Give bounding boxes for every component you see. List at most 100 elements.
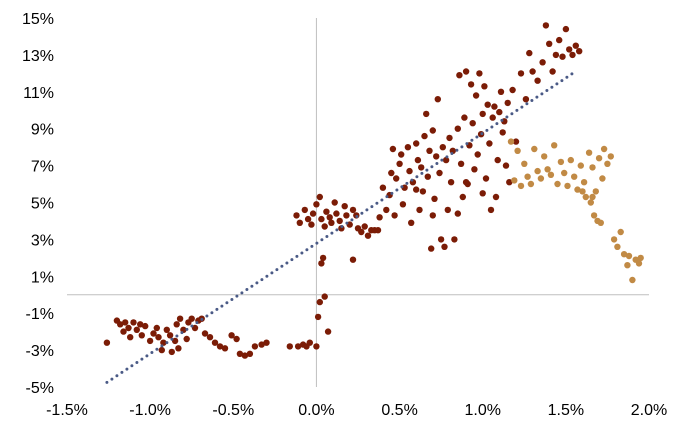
- data-point-series-2: [580, 179, 588, 186]
- data-point-series-1: [509, 86, 516, 94]
- data-point-series-1: [142, 322, 149, 330]
- data-point-series-1: [433, 153, 440, 160]
- data-point-series-1: [497, 88, 505, 96]
- data-point-series-1: [206, 334, 214, 341]
- y-tick-label: 11%: [23, 85, 54, 102]
- data-point-series-1: [333, 210, 340, 217]
- data-point-series-1: [171, 337, 179, 345]
- data-point-series-1: [406, 167, 413, 175]
- data-point-series-1: [419, 188, 427, 195]
- data-point-series-1: [117, 321, 124, 328]
- data-point-series-2: [604, 160, 611, 167]
- data-point-series-1: [556, 36, 563, 44]
- data-point-series-1: [122, 319, 129, 326]
- data-point-series-1: [286, 343, 293, 350]
- data-point-series-1: [461, 114, 468, 121]
- data-point-series-1: [552, 51, 560, 59]
- data-point-series-1: [462, 179, 470, 186]
- data-point-series-1: [484, 101, 491, 108]
- data-point-series-2: [590, 212, 598, 219]
- data-point-series-1: [241, 352, 249, 359]
- y-tick-label: 13%: [22, 48, 54, 65]
- data-point-series-2: [597, 219, 604, 226]
- data-point-series-1: [476, 70, 483, 77]
- data-point-series-2: [637, 254, 644, 262]
- data-point-series-1: [416, 206, 423, 214]
- data-point-series-1: [323, 208, 330, 215]
- data-point-series-2: [524, 173, 531, 180]
- data-point-series-2: [564, 182, 571, 190]
- data-point-series-1: [301, 206, 308, 214]
- data-point-series-1: [569, 51, 576, 59]
- data-point-series-2: [599, 175, 606, 182]
- data-point-series-1: [474, 151, 481, 158]
- data-point-series-1: [546, 40, 553, 47]
- data-point-series-1: [316, 298, 323, 306]
- data-point-series-1: [176, 315, 184, 322]
- data-point-series-1: [413, 140, 420, 147]
- data-point-series-1: [358, 228, 365, 236]
- data-point-series-1: [472, 92, 480, 99]
- data-point-series-1: [491, 103, 498, 110]
- data-point-series-1: [137, 321, 144, 328]
- data-point-series-1: [120, 328, 127, 335]
- data-point-series-1: [233, 335, 240, 343]
- data-point-series-1: [364, 232, 372, 239]
- data-point-series-2: [600, 145, 608, 153]
- data-point-series-1: [502, 162, 510, 169]
- data-point-series-1: [228, 332, 235, 339]
- data-point-series-1: [160, 339, 167, 346]
- data-point-series-2: [537, 175, 545, 182]
- data-point-series-1: [482, 175, 490, 182]
- data-point-series-2: [589, 193, 596, 201]
- data-point-series-1: [316, 193, 323, 201]
- x-axis-tick-labels: -1.5% -1.0% -0.5% 0.0% 0.5% 1.0% 1.5% 2.0%: [46, 402, 667, 419]
- data-point-series-1: [459, 193, 466, 201]
- x-tick-label: 2.0%: [631, 402, 667, 419]
- data-point-series-1: [426, 147, 433, 154]
- data-point-series-2: [620, 251, 628, 258]
- data-point-series-1: [388, 169, 395, 177]
- data-point-series-1: [469, 120, 476, 127]
- data-point-series-1: [314, 313, 322, 321]
- data-point-series-1: [526, 49, 533, 57]
- y-tick-label: 9%: [31, 122, 54, 139]
- data-point-series-1: [499, 129, 506, 136]
- data-point-series-1: [481, 83, 488, 90]
- data-point-series-1: [529, 68, 536, 75]
- data-point-series-1: [479, 110, 486, 118]
- data-point-series-1: [294, 343, 302, 350]
- data-point-series-1: [293, 212, 300, 219]
- data-point-series-1: [572, 42, 579, 49]
- data-point-series-1: [562, 25, 570, 33]
- data-point-series-1: [304, 215, 312, 223]
- data-point-series-1: [125, 324, 132, 332]
- data-point-series-2: [624, 262, 631, 269]
- data-point-series-2: [625, 252, 633, 260]
- data-point-series-1: [436, 169, 443, 177]
- data-point-series-1: [424, 173, 431, 180]
- trendline-dotted: [105, 70, 576, 384]
- x-tick-label: 0.0%: [298, 402, 334, 419]
- data-point-series-1: [462, 68, 470, 75]
- data-point-series-1: [576, 48, 583, 55]
- data-point-series-1: [549, 68, 556, 75]
- data-point-series-1: [542, 22, 550, 29]
- data-point-series-1: [454, 210, 461, 217]
- data-point-series-1: [130, 319, 137, 326]
- data-point-series-1: [504, 99, 511, 107]
- data-point-series-1: [437, 236, 445, 243]
- data-point-series-2: [561, 169, 568, 177]
- data-point-series-1: [309, 210, 317, 217]
- data-point-series-1: [313, 343, 320, 350]
- data-point-series-1: [326, 214, 333, 221]
- data-point-series-1: [479, 190, 486, 197]
- data-point-series-2: [617, 228, 624, 236]
- data-point-series-2: [635, 260, 643, 267]
- data-point-series-1: [188, 315, 195, 322]
- data-point-series-1: [439, 144, 446, 151]
- data-point-series-2: [589, 164, 596, 171]
- data-point-series-2: [607, 153, 614, 160]
- data-point-series-1: [467, 81, 475, 88]
- data-point-series-2: [521, 160, 528, 167]
